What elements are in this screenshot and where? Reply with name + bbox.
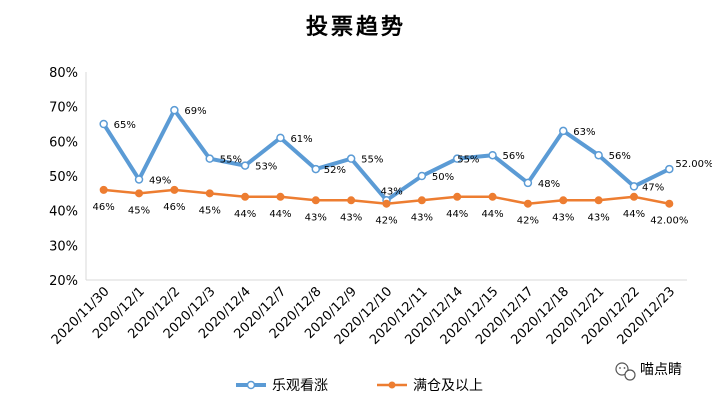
legend-label: 满仓及以上 xyxy=(413,378,483,394)
data-point xyxy=(452,154,462,163)
data-point xyxy=(594,196,603,205)
data-point xyxy=(134,175,144,184)
data-point xyxy=(205,189,214,198)
data-point xyxy=(594,150,603,160)
data-label: 42% xyxy=(517,216,539,227)
data-label: 48% xyxy=(538,179,560,190)
data-point xyxy=(488,150,497,160)
data-label: 42% xyxy=(375,216,397,227)
data-label: 56% xyxy=(609,151,631,162)
data-point xyxy=(665,199,674,208)
data-label: 65% xyxy=(114,120,136,131)
data-point xyxy=(347,196,356,205)
y-tick-label: 20% xyxy=(49,274,78,289)
data-label: 45% xyxy=(199,205,221,216)
data-point xyxy=(311,196,320,205)
data-label: 52% xyxy=(324,165,346,176)
data-label: 44% xyxy=(234,209,256,220)
data-label: 43% xyxy=(588,212,610,223)
data-label: 44% xyxy=(446,209,468,220)
data-point xyxy=(135,189,144,198)
legend: 乐观看涨 满仓及以上 xyxy=(236,378,483,394)
data-label: 55% xyxy=(457,155,479,166)
watermark-text: 喵点睛 xyxy=(640,362,682,378)
data-point xyxy=(99,119,108,129)
data-label: 63% xyxy=(573,127,595,138)
data-point xyxy=(488,192,497,201)
data-label: 52.00% xyxy=(675,159,712,170)
data-point xyxy=(629,182,639,191)
data-label: 61% xyxy=(290,134,312,145)
plot-area: 20%30%40%50%60%70%80%2020/11/302020/12/1… xyxy=(49,66,712,348)
data-point xyxy=(346,154,356,163)
data-point xyxy=(417,171,427,181)
data-label: 43% xyxy=(552,212,574,223)
data-point xyxy=(559,126,568,136)
data-label: 43% xyxy=(411,212,433,223)
data-label: 46% xyxy=(163,202,185,213)
data-point xyxy=(382,199,391,208)
y-tick-label: 80% xyxy=(49,66,78,81)
data-label: 53% xyxy=(255,162,277,173)
data-point xyxy=(629,192,638,201)
data-label: 43% xyxy=(305,212,327,223)
data-label: 42.00% xyxy=(650,216,688,227)
data-label: 44% xyxy=(481,209,503,220)
y-tick-label: 70% xyxy=(49,101,78,116)
data-label: 56% xyxy=(503,151,525,162)
y-tick-label: 50% xyxy=(49,170,78,185)
y-tick-label: 40% xyxy=(49,205,78,220)
data-point xyxy=(99,185,108,194)
data-point xyxy=(205,154,214,163)
data-label: 47% xyxy=(642,182,664,193)
data-point xyxy=(559,196,568,205)
data-point xyxy=(170,105,179,115)
data-label: 45% xyxy=(128,205,150,216)
data-label: 44% xyxy=(269,209,291,220)
data-point xyxy=(523,178,533,188)
data-point xyxy=(276,133,285,143)
data-point xyxy=(453,192,462,201)
wechat-icon xyxy=(615,362,636,381)
data-label: 49% xyxy=(149,175,171,186)
data-point xyxy=(276,192,285,201)
data-point xyxy=(170,185,179,194)
legend-marker xyxy=(388,381,396,389)
data-label: 50% xyxy=(432,172,454,183)
legend-marker xyxy=(246,380,256,390)
data-point xyxy=(417,196,426,205)
data-label: 43% xyxy=(381,186,403,197)
watermark: 喵点睛 xyxy=(615,362,682,381)
y-tick-label: 30% xyxy=(49,239,78,254)
data-label: 69% xyxy=(184,106,206,117)
data-point xyxy=(311,164,321,174)
data-label: 46% xyxy=(93,202,115,213)
data-label: 55% xyxy=(361,155,383,166)
legend-label: 乐观看涨 xyxy=(272,378,328,394)
data-point xyxy=(665,164,674,174)
data-point xyxy=(241,192,250,201)
data-point xyxy=(523,199,532,208)
data-label: 44% xyxy=(623,209,645,220)
chart-title: 投票趋势 xyxy=(306,14,406,40)
data-label: 43% xyxy=(340,212,362,223)
data-label: 55% xyxy=(220,155,242,166)
y-tick-label: 60% xyxy=(49,135,78,150)
data-point xyxy=(240,161,250,170)
